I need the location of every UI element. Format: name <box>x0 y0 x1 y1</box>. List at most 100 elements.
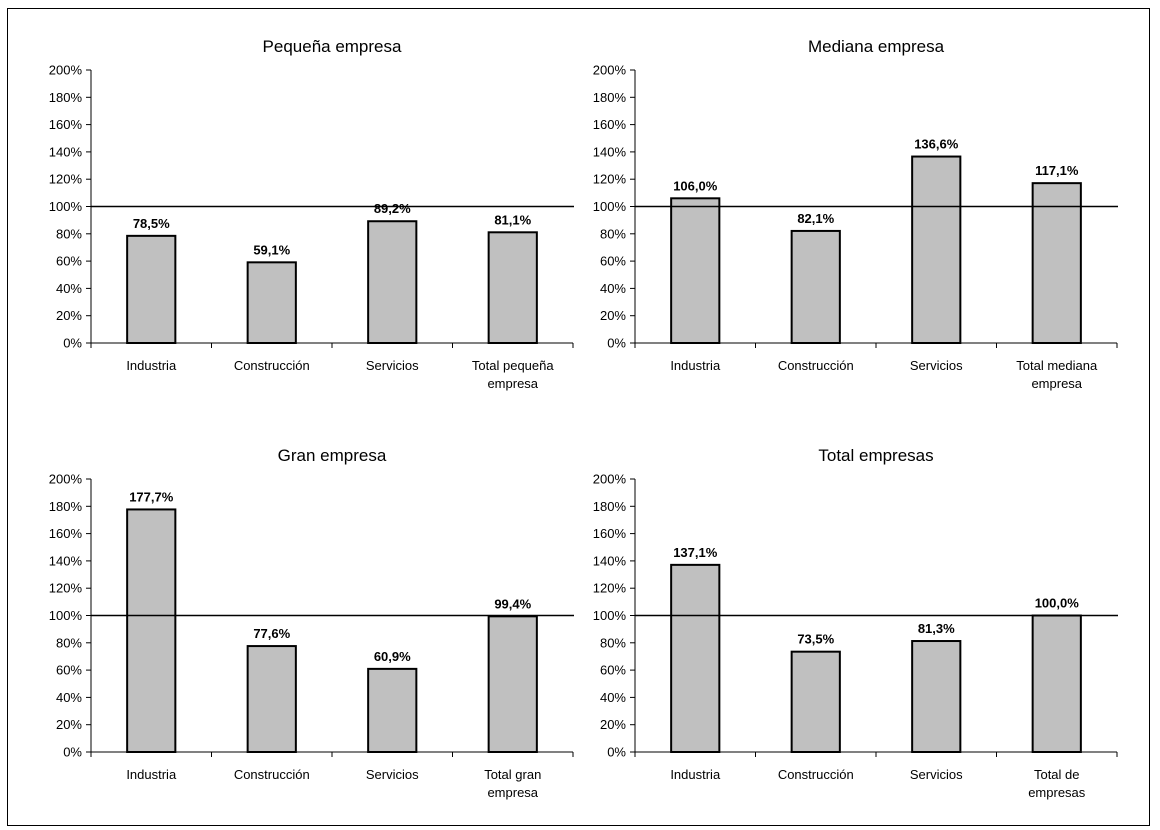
data-label: 59,1% <box>253 242 290 257</box>
bar <box>790 650 841 753</box>
y-tick-label: 40% <box>56 690 82 705</box>
y-tick-label: 40% <box>56 281 82 296</box>
category-label: empresa <box>487 785 538 800</box>
category-label: Total de <box>1034 767 1080 782</box>
y-tick-label: 100% <box>49 199 83 214</box>
y-tick-label: 40% <box>600 690 626 705</box>
y-tick-label: 0% <box>607 336 626 351</box>
y-tick-label: 140% <box>49 553 83 568</box>
y-tick-label: 200% <box>49 472 83 487</box>
y-tick-label: 180% <box>49 499 83 514</box>
y-tick-label: 160% <box>593 117 627 132</box>
data-label: 60,9% <box>374 649 411 664</box>
y-tick-label: 60% <box>600 663 626 678</box>
category-label: Construcción <box>234 358 310 373</box>
category-label: Servicios <box>366 358 419 373</box>
bar <box>911 640 962 754</box>
chart-title: Pequeña empresa <box>263 37 402 56</box>
y-tick-label: 120% <box>593 172 627 187</box>
bar <box>670 563 721 754</box>
data-label: 77,6% <box>253 626 290 641</box>
y-tick-label: 100% <box>49 608 83 623</box>
category-label: Total gran <box>484 767 541 782</box>
bar <box>246 261 297 344</box>
y-tick-label: 40% <box>600 281 626 296</box>
category-label: Industria <box>670 767 721 782</box>
y-tick-label: 60% <box>56 254 82 269</box>
y-tick-label: 60% <box>600 254 626 269</box>
y-tick-label: 200% <box>593 472 627 487</box>
category-label: Construcción <box>234 767 310 782</box>
y-tick-label: 140% <box>593 553 627 568</box>
data-label: 137,1% <box>673 545 718 560</box>
y-tick-label: 20% <box>56 717 82 732</box>
category-label: empresas <box>1028 785 1086 800</box>
bar <box>126 508 177 754</box>
bar <box>670 197 721 344</box>
category-label: Construcción <box>778 358 854 373</box>
category-label: Industria <box>126 767 177 782</box>
y-tick-label: 80% <box>600 635 626 650</box>
bar <box>126 234 177 344</box>
data-label: 99,4% <box>494 596 531 611</box>
category-label: Servicios <box>910 767 963 782</box>
data-label: 136,6% <box>914 137 959 152</box>
bar <box>487 615 538 753</box>
category-label: Servicios <box>910 358 963 373</box>
bar <box>911 155 962 344</box>
category-label: Servicios <box>366 767 419 782</box>
y-tick-label: 0% <box>63 745 82 760</box>
y-tick-label: 100% <box>593 199 627 214</box>
y-tick-label: 60% <box>56 663 82 678</box>
bar <box>367 220 418 345</box>
chart-title: Total empresas <box>818 446 933 465</box>
y-tick-label: 180% <box>49 90 83 105</box>
y-tick-label: 100% <box>593 608 627 623</box>
bar <box>1031 182 1082 344</box>
y-tick-label: 120% <box>49 581 83 596</box>
chart-panel-1: Pequeña empresa 0% 20% 40% 60% 80% 100% 120% 140… <box>49 37 574 391</box>
y-tick-label: 0% <box>63 336 82 351</box>
y-tick-label: 80% <box>56 635 82 650</box>
y-tick-label: 120% <box>49 172 83 187</box>
y-tick-label: 140% <box>49 144 83 159</box>
y-tick-label: 140% <box>593 144 627 159</box>
y-tick-label: 20% <box>600 308 626 323</box>
category-label: empresa <box>1031 376 1082 391</box>
data-label: 73,5% <box>797 632 834 647</box>
chart-panel-2: Mediana empresa 0% 20% 40% 60% 80% 100% 120% 140… <box>593 37 1118 391</box>
category-label: Industria <box>126 358 177 373</box>
chart-panel-3: Gran empresa 0% 20% 40% 60% 80% 100% 120% 140% 16… <box>49 446 574 800</box>
y-tick-label: 20% <box>600 717 626 732</box>
category-label: Construcción <box>778 767 854 782</box>
chart-title: Mediana empresa <box>808 37 945 56</box>
category-label: Total pequeña <box>472 358 554 373</box>
data-label: 81,3% <box>918 621 955 636</box>
data-label: 82,1% <box>797 211 834 226</box>
bar <box>246 645 297 753</box>
data-label: 81,1% <box>494 212 531 227</box>
data-label: 117,1% <box>1035 163 1079 178</box>
y-tick-label: 160% <box>593 526 627 541</box>
y-tick-label: 180% <box>593 90 627 105</box>
data-label: 78,5% <box>133 216 170 231</box>
y-tick-label: 160% <box>49 526 83 541</box>
y-tick-label: 180% <box>593 499 627 514</box>
bar <box>1031 614 1082 753</box>
y-tick-label: 80% <box>600 226 626 241</box>
y-tick-label: 160% <box>49 117 83 132</box>
category-label: Total mediana <box>1016 358 1098 373</box>
y-tick-label: 200% <box>593 63 627 78</box>
y-tick-label: 120% <box>593 581 627 596</box>
y-tick-label: 200% <box>49 63 83 78</box>
bar <box>790 229 841 344</box>
data-label: 177,7% <box>129 489 174 504</box>
data-label: 106,0% <box>673 178 718 193</box>
y-tick-label: 0% <box>607 745 626 760</box>
category-label: Industria <box>670 358 721 373</box>
chart-title: Gran empresa <box>278 446 387 465</box>
bar <box>367 667 418 754</box>
data-label: 100,0% <box>1035 596 1080 611</box>
chart-panel-4: Total empresas 0% 20% 40% 60% 80% 100% 120% 140%… <box>593 446 1118 800</box>
